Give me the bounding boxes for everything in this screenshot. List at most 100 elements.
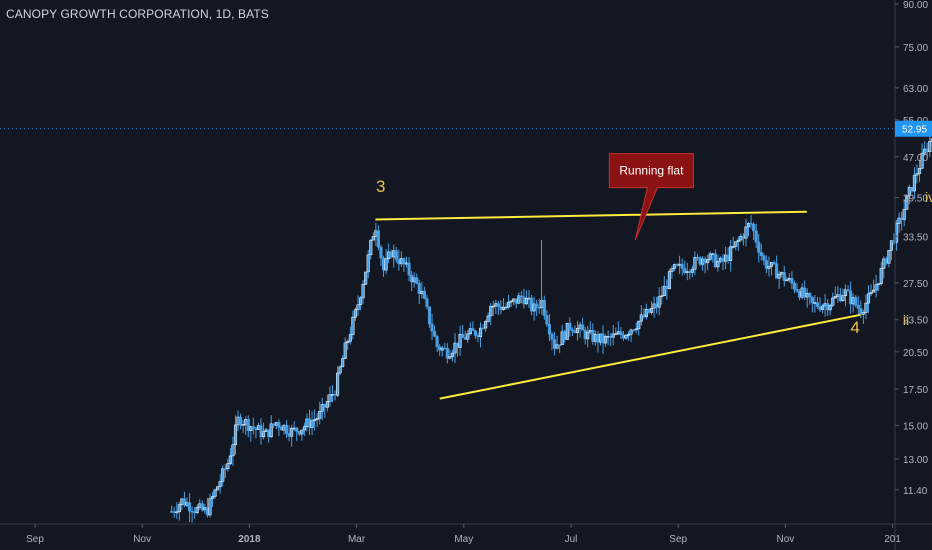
- price-tick-label: 23.50: [903, 316, 928, 327]
- candle-body: [236, 416, 240, 426]
- candle-body: [336, 372, 340, 396]
- candle-body: [596, 333, 600, 343]
- candle-body: [425, 298, 429, 308]
- candle-body: [598, 333, 603, 343]
- candle-body: [348, 334, 352, 342]
- candle-body: [535, 303, 539, 308]
- candle-body: [338, 366, 342, 374]
- candle-body: [731, 246, 735, 248]
- candle-body: [652, 303, 656, 309]
- last-price-badge: [895, 120, 932, 137]
- candle-body: [364, 271, 368, 285]
- candle-body: [910, 186, 914, 192]
- candle-body: [223, 468, 227, 470]
- candle-body: [660, 295, 664, 298]
- candle-body: [205, 507, 209, 516]
- candle-body: [519, 295, 523, 298]
- candle-body: [359, 297, 363, 306]
- candle-body: [611, 333, 615, 338]
- candle-body: [471, 328, 475, 332]
- candle-body: [507, 301, 511, 308]
- candle-body: [928, 141, 932, 152]
- candle-body: [494, 303, 498, 307]
- candle-body: [861, 312, 865, 315]
- price-tick-label: 13.00: [903, 455, 928, 466]
- candle-body: [187, 502, 192, 512]
- candle-body: [366, 254, 370, 273]
- candle-body: [512, 298, 516, 302]
- candle-body: [313, 419, 317, 422]
- time-axis[interactable]: Sep Nov 2018 Mar May Jul Sep Nov 201: [0, 523, 932, 545]
- candle-body: [869, 291, 873, 295]
- callout-bubble: [608, 153, 694, 241]
- chart-title: CANOPY GROWTH CORPORATION, 1D, BATS: [6, 7, 269, 21]
- candle-body: [310, 420, 314, 428]
- candle-body: [593, 333, 597, 342]
- candle-body: [351, 316, 355, 335]
- price-axis[interactable]: 90.0075.0063.0055.0047.0039.5033.5027.50…: [894, 0, 932, 550]
- candle-body: [716, 261, 720, 268]
- candle-body: [872, 289, 876, 293]
- candle-body: [790, 278, 794, 284]
- candle-body: [805, 293, 809, 298]
- candle-body: [371, 236, 375, 241]
- candle-body: [435, 336, 439, 348]
- candles-layer: [170, 132, 932, 523]
- candle-body: [810, 296, 814, 304]
- candle-body: [496, 303, 500, 307]
- time-tick-label: Mar: [348, 534, 366, 545]
- annotations-layer: Running flat: [608, 153, 694, 241]
- candle-body: [632, 329, 636, 332]
- candle-body: [695, 257, 700, 259]
- candle-body: [849, 290, 853, 305]
- time-tick-label: Sep: [669, 534, 687, 545]
- candle-body: [683, 268, 687, 273]
- candle-body: [440, 347, 444, 351]
- trendline-upper: [375, 210, 807, 221]
- candle-body: [422, 290, 426, 299]
- price-tick-label: 17.50: [903, 385, 928, 396]
- candle-body: [213, 489, 217, 497]
- candle-body: [389, 251, 393, 258]
- candle-body: [808, 293, 812, 298]
- candle-body: [882, 258, 886, 269]
- candle-body: [320, 404, 324, 412]
- candle-body: [642, 314, 646, 318]
- candle-body: [287, 433, 291, 437]
- candle-body: [175, 511, 179, 514]
- candle-body: [843, 289, 848, 296]
- candle-body: [734, 241, 738, 247]
- candle-body: [489, 306, 493, 317]
- candle-body: [920, 152, 924, 169]
- candle-body: [639, 314, 643, 322]
- candle-body: [769, 262, 774, 267]
- candle-body: [604, 336, 608, 344]
- price-tick-label: 33.50: [903, 232, 928, 243]
- candle-body: [177, 504, 181, 513]
- candle-body: [672, 264, 677, 269]
- candle-body: [795, 289, 799, 292]
- candle-body: [930, 138, 932, 142]
- candle-body: [854, 297, 858, 306]
- candle-body: [657, 296, 661, 308]
- candle-body: [637, 320, 641, 330]
- candle-body: [305, 418, 309, 427]
- candle-body: [190, 510, 194, 513]
- last-price-label: 52.95: [902, 125, 927, 136]
- candle-body: [552, 339, 557, 349]
- candle-body: [453, 342, 457, 354]
- candle-body: [246, 418, 250, 431]
- candle-body: [397, 259, 401, 265]
- candle-body: [655, 303, 659, 308]
- candle-body: [195, 506, 199, 513]
- candle-body: [269, 423, 273, 437]
- candle-body: [851, 297, 855, 305]
- candle-body: [690, 268, 694, 273]
- candle-body: [284, 424, 289, 434]
- candle-body: [792, 282, 797, 290]
- candle-body: [757, 241, 761, 253]
- candle-body: [412, 277, 416, 283]
- candle-body: [318, 411, 322, 419]
- candle-body: [586, 331, 590, 340]
